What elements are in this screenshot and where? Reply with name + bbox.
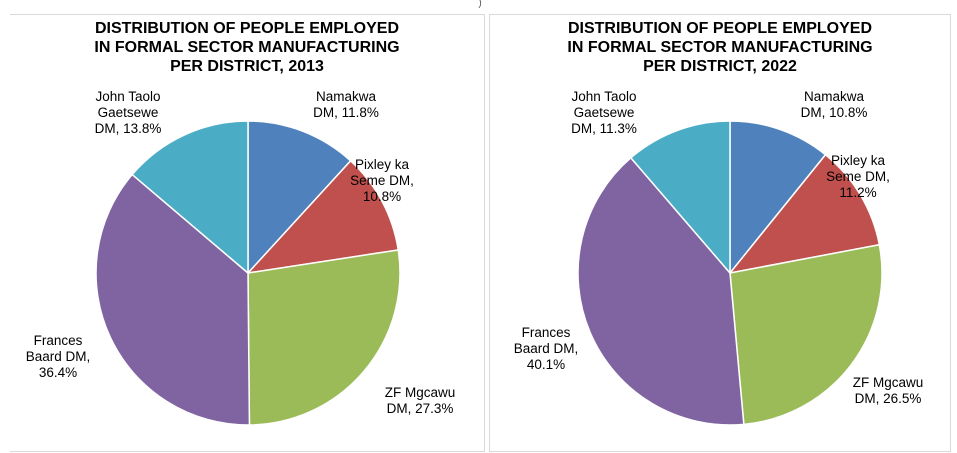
chart-title-line: IN FORMAL SECTOR MANUFACTURING <box>567 39 873 56</box>
pie-chart-2013: Namakwa DM, 11.8% Pixley ka Seme DM, 10.8% ZF… <box>26 89 456 426</box>
slice-data-label-line: Pixley ka <box>831 153 886 168</box>
chart-title-line: DISTRIBUTION OF PEOPLE EMPLOYED <box>94 20 400 37</box>
slice-data-label-line: John Taolo <box>95 89 160 104</box>
slice-data-label-line: 10.8% <box>363 189 401 204</box>
slice-data-label-line: 36.4% <box>39 365 77 380</box>
pie-slice <box>729 243 883 426</box>
pie-slice <box>246 159 400 275</box>
slice-data-label: Pixley ka Seme DM, 11.2% <box>826 153 890 200</box>
chart-panel-2022: DISTRIBUTION OF PEOPLE EMPLOYED IN FORMA… <box>489 14 951 452</box>
slice-data-label-line: Gaetsewe <box>574 105 635 120</box>
slice-data-label-line: DM, 11.8% <box>313 105 379 120</box>
slice-data-label-line: DM, 11.3% <box>571 121 637 136</box>
slice-data-label-line: Gaetsewe <box>98 105 159 120</box>
slice-data-label-line: Seme DM, <box>826 169 890 184</box>
slice-data-label-line: 40.1% <box>527 357 565 372</box>
slice-data-label-line: Pixley ka <box>355 157 410 172</box>
chart-title-line: IN FORMAL SECTOR MANUFACTURING <box>94 39 400 56</box>
chart-title-line: DISTRIBUTION OF PEOPLE EMPLOYED <box>567 20 873 37</box>
pie-slice <box>95 173 251 426</box>
top-edge-fragment: ) <box>478 0 482 9</box>
chart-title: DISTRIBUTION OF PEOPLE EMPLOYED IN FORMA… <box>490 19 950 76</box>
pie-slice <box>247 120 352 275</box>
pie-slice <box>629 120 731 276</box>
slice-data-label: John Taolo Gaetsewe DM, 13.8% <box>95 89 162 136</box>
slice-data-label-line: 11.2% <box>839 185 876 200</box>
slice-data-label-line: ZF Mgcawu <box>853 375 924 390</box>
slice-data-label: ZF Mgcawu DM, 27.3% <box>385 385 456 416</box>
slice-data-label-line: DM, 27.3% <box>387 401 454 416</box>
slice-data-label: John Taolo Gaetsewe DM, 11.3% <box>571 89 637 136</box>
pie-slice <box>131 120 249 275</box>
chart-title: DISTRIBUTION OF PEOPLE EMPLOYED IN FORMA… <box>10 19 484 76</box>
chart-panel-2013: DISTRIBUTION OF PEOPLE EMPLOYED IN FORMA… <box>10 14 485 452</box>
slice-data-label-line: John Taolo <box>571 89 636 104</box>
slice-data-label-line: Frances <box>522 325 571 340</box>
slice-data-label: Pixley ka Seme DM, 10.8% <box>350 157 414 204</box>
slice-data-label-line: Frances <box>34 333 83 348</box>
slice-data-label-line: Baard DM, <box>514 341 579 356</box>
slice-data-label: Namakwa DM, 11.8% <box>313 89 379 120</box>
slice-data-label: Frances Baard DM, 40.1% <box>514 325 579 372</box>
slice-data-label-line: Namakwa <box>316 89 377 104</box>
pie-slice <box>729 120 827 276</box>
slice-data-label-line: DM, 10.8% <box>801 105 868 120</box>
pie-slice <box>577 156 745 426</box>
pie-slice <box>728 153 881 275</box>
slice-data-label-line: ZF Mgcawu <box>385 385 456 400</box>
slice-data-label-line: Seme DM, <box>350 173 414 188</box>
slice-data-label-line: Namakwa <box>804 89 865 104</box>
pie-chart-2022: Namakwa DM, 10.8% Pixley ka Seme DM, 11.2% ZF… <box>514 89 924 426</box>
slice-data-label-line: DM, 26.5% <box>855 391 922 406</box>
slice-data-label: ZF Mgcawu DM, 26.5% <box>853 375 924 406</box>
slice-data-label-line: DM, 13.8% <box>95 121 162 136</box>
slice-data-label: Frances Baard DM, 36.4% <box>26 333 91 380</box>
slice-data-label: Namakwa DM, 10.8% <box>801 89 868 120</box>
pie-slice <box>247 249 401 426</box>
chart-title-line: PER DISTRICT, 2013 <box>170 58 324 75</box>
chart-title-line: PER DISTRICT, 2022 <box>643 58 797 75</box>
slice-data-label-line: Baard DM, <box>26 349 91 364</box>
